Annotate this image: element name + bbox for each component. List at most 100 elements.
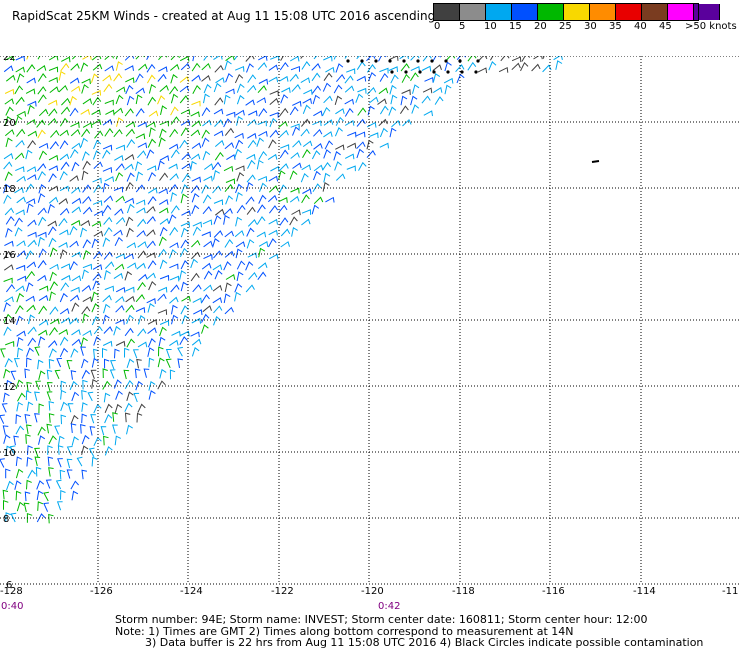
wind-barb <box>82 296 92 303</box>
wind-barb <box>224 306 234 315</box>
wind-barb <box>82 206 93 215</box>
wind-barb <box>257 62 268 71</box>
wind-barb <box>81 78 91 85</box>
wind-barb <box>82 184 92 193</box>
wind-barb <box>411 104 420 114</box>
wind-barb <box>344 75 354 84</box>
wind-barb <box>3 277 13 284</box>
wind-barb <box>421 95 431 104</box>
footer-note-2: 3) Data buffer is 22 hrs from Aug 11 15:… <box>145 636 704 649</box>
wind-barb <box>104 285 114 292</box>
contamination-circle <box>360 59 364 63</box>
footer-storm-info: Storm number: 94E; Storm name: INVEST; S… <box>115 613 648 626</box>
wind-barb <box>223 293 231 304</box>
wind-barb <box>48 66 59 73</box>
wind-barb <box>235 165 245 172</box>
wind-barb <box>325 196 335 203</box>
lat-lon-grid <box>0 56 740 585</box>
contamination-circle <box>476 59 480 63</box>
wind-barb <box>245 261 254 271</box>
wind-barb <box>212 284 223 292</box>
wind-barb <box>3 161 13 170</box>
wind-barb <box>54 425 60 435</box>
wind-barb <box>82 98 93 105</box>
wind-barb <box>278 120 288 128</box>
wind-barb <box>190 258 199 269</box>
wind-barb <box>124 56 135 61</box>
wind-barb <box>125 121 136 128</box>
wind-barb <box>5 379 13 390</box>
wind-barb <box>91 119 102 126</box>
contamination-circle <box>432 70 436 74</box>
wind-map-plot: -128 -126 -124 -122 -120 -118 -116 -114 -11 22 20… <box>0 56 740 596</box>
wind-barb <box>55 479 62 490</box>
wind-barb <box>38 295 49 302</box>
wind-barb <box>135 108 145 117</box>
wind-barb <box>378 87 389 95</box>
wind-barb <box>109 369 116 379</box>
wind-barb <box>15 425 25 435</box>
wind-barb <box>4 129 15 137</box>
wind-barb <box>59 117 69 127</box>
wind-barb <box>180 305 189 315</box>
wind-barb <box>135 87 145 95</box>
wind-barb <box>191 142 202 149</box>
wind-barb <box>114 403 123 414</box>
wind-barb <box>333 84 343 94</box>
wind-barb <box>280 94 289 104</box>
wind-barb <box>236 260 246 270</box>
wind-barb <box>213 82 222 93</box>
colorbar-label: 45 <box>659 21 672 32</box>
wind-barb <box>35 466 42 477</box>
wind-barb <box>322 82 332 92</box>
wind-barb <box>4 357 13 368</box>
wind-barb <box>3 392 10 403</box>
wind-barb <box>4 88 15 95</box>
wind-barb <box>213 108 224 115</box>
wind-barb <box>165 358 172 369</box>
wind-barb <box>124 380 134 389</box>
wind-barb <box>48 435 57 445</box>
wind-barb <box>81 358 89 369</box>
wind-barb <box>124 65 134 71</box>
wind-barb <box>69 77 80 84</box>
wind-barb <box>203 240 213 248</box>
wind-barb <box>213 56 223 61</box>
wind-barb <box>190 153 201 160</box>
wind-barb <box>521 56 531 62</box>
wind-barb <box>192 221 202 228</box>
wind-barb <box>36 490 44 501</box>
wind-barb <box>48 185 59 192</box>
wind-barb <box>137 328 147 337</box>
wind-barb <box>224 60 232 70</box>
wind-barb <box>268 253 279 260</box>
longitude-label: -124 <box>180 586 203 596</box>
wind-barb <box>59 185 70 192</box>
wind-barb <box>302 98 312 104</box>
wind-barb <box>225 56 235 62</box>
wind-barb <box>159 326 167 337</box>
wind-barb <box>203 254 213 260</box>
wind-barb <box>104 176 115 182</box>
wind-barb <box>366 56 376 62</box>
wind-barb <box>269 90 279 96</box>
wind-barb <box>71 161 80 172</box>
wind-barb <box>358 161 367 171</box>
wind-barb <box>400 95 408 106</box>
wind-barb <box>26 513 33 523</box>
wind-barb <box>103 303 111 314</box>
wind-barbs <box>0 56 600 524</box>
wind-barb <box>147 171 157 182</box>
wind-barb <box>279 129 289 138</box>
wind-barb <box>27 174 37 180</box>
wind-barb <box>58 242 68 248</box>
wind-barb <box>91 315 100 326</box>
colorbar-swatch <box>538 4 564 20</box>
colorbar-swatch <box>460 4 486 20</box>
wind-barb <box>26 64 36 73</box>
wind-barb <box>171 304 178 315</box>
wind-barb <box>59 469 66 480</box>
wind-barb <box>591 160 600 163</box>
wind-barb <box>148 84 157 94</box>
wind-barb <box>270 56 280 62</box>
